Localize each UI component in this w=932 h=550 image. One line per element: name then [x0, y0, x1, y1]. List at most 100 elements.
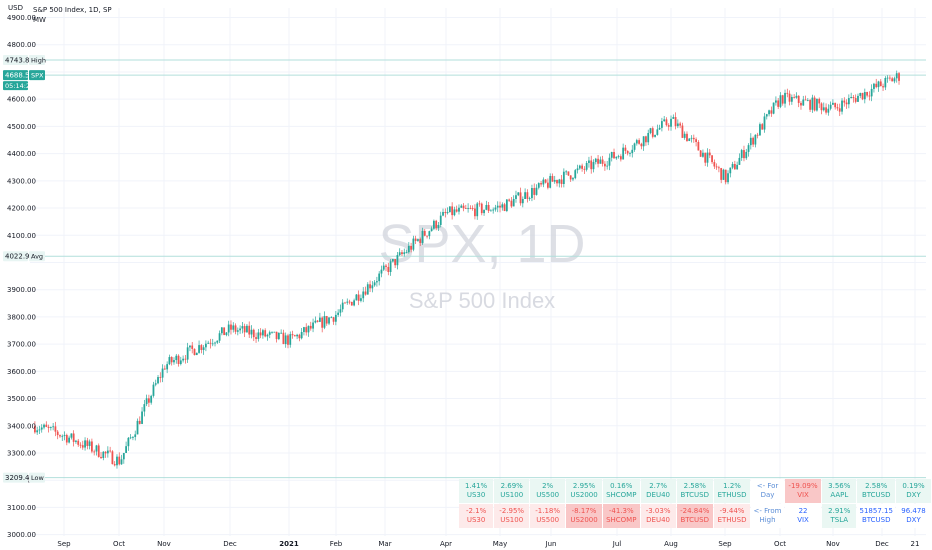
candle[interactable]: [266, 333, 269, 341]
candle[interactable]: [736, 161, 739, 170]
candle[interactable]: [145, 394, 148, 407]
candle[interactable]: [800, 101, 802, 110]
candle[interactable]: [435, 219, 438, 231]
candle[interactable]: [273, 331, 276, 333]
candle[interactable]: [81, 440, 84, 450]
candle[interactable]: [65, 433, 68, 446]
candle[interactable]: [619, 154, 622, 162]
candle[interactable]: [706, 148, 709, 167]
candle[interactable]: [633, 142, 636, 152]
candle[interactable]: [485, 200, 488, 211]
candle[interactable]: [811, 94, 814, 113]
candle[interactable]: [540, 181, 542, 187]
candle[interactable]: [75, 439, 77, 444]
candle[interactable]: [106, 446, 109, 458]
candle[interactable]: [346, 298, 349, 305]
candle[interactable]: [654, 134, 656, 138]
candle[interactable]: [569, 175, 572, 182]
candle[interactable]: [740, 148, 743, 161]
candle[interactable]: [631, 145, 634, 158]
candle[interactable]: [289, 331, 292, 348]
candle[interactable]: [387, 262, 390, 276]
candle[interactable]: [332, 316, 335, 325]
candle[interactable]: [560, 175, 563, 188]
candle[interactable]: [161, 364, 164, 383]
candle[interactable]: [704, 152, 707, 167]
candle[interactable]: [797, 95, 800, 108]
candle[interactable]: [163, 365, 166, 371]
candle[interactable]: [775, 96, 777, 106]
candle[interactable]: [40, 424, 43, 433]
candle[interactable]: [556, 179, 558, 187]
candle[interactable]: [788, 90, 791, 106]
candle[interactable]: [120, 454, 123, 465]
candle[interactable]: [127, 436, 130, 451]
candle[interactable]: [793, 94, 796, 99]
candle[interactable]: [56, 430, 59, 440]
candle[interactable]: [649, 127, 652, 135]
candle[interactable]: [419, 237, 422, 247]
candle[interactable]: [391, 258, 394, 263]
candle[interactable]: [480, 202, 483, 216]
candle[interactable]: [191, 341, 194, 354]
candle[interactable]: [202, 345, 205, 355]
candle[interactable]: [84, 437, 86, 451]
candle[interactable]: [95, 444, 98, 456]
candle[interactable]: [781, 94, 784, 106]
candle[interactable]: [574, 168, 577, 180]
candle[interactable]: [537, 182, 540, 190]
candle[interactable]: [437, 221, 440, 231]
candle[interactable]: [353, 298, 355, 307]
candle[interactable]: [847, 94, 850, 109]
candle[interactable]: [246, 324, 248, 333]
candle[interactable]: [43, 423, 45, 430]
candle[interactable]: [239, 325, 241, 334]
candle[interactable]: [686, 131, 688, 142]
candle[interactable]: [220, 327, 223, 336]
candle[interactable]: [521, 196, 524, 208]
candle[interactable]: [355, 293, 358, 301]
candle[interactable]: [868, 91, 871, 101]
candle[interactable]: [567, 171, 570, 177]
candle[interactable]: [448, 206, 451, 213]
candle[interactable]: [328, 316, 330, 326]
candle[interactable]: [264, 328, 267, 338]
candle[interactable]: [845, 99, 848, 109]
candle[interactable]: [667, 123, 670, 131]
candle[interactable]: [770, 106, 773, 117]
candle[interactable]: [193, 348, 196, 356]
candle[interactable]: [638, 138, 640, 145]
candle[interactable]: [314, 316, 317, 324]
candle[interactable]: [88, 439, 91, 450]
candle[interactable]: [499, 201, 501, 213]
candle[interactable]: [854, 94, 857, 104]
candle[interactable]: [189, 345, 191, 352]
candle[interactable]: [376, 276, 378, 287]
candle[interactable]: [809, 98, 811, 113]
candle[interactable]: [599, 156, 602, 164]
candle[interactable]: [102, 451, 105, 461]
candle[interactable]: [695, 137, 697, 147]
candle[interactable]: [476, 201, 479, 220]
candle[interactable]: [882, 83, 884, 92]
candle[interactable]: [321, 316, 324, 333]
candle[interactable]: [68, 435, 70, 444]
candle[interactable]: [195, 352, 198, 356]
candle[interactable]: [159, 372, 162, 383]
candle[interactable]: [763, 112, 766, 133]
candle[interactable]: [79, 442, 82, 449]
candle[interactable]: [439, 211, 442, 228]
candle[interactable]: [583, 166, 586, 175]
candle[interactable]: [458, 204, 460, 215]
candle[interactable]: [702, 149, 704, 158]
candle[interactable]: [104, 451, 107, 458]
candle[interactable]: [749, 133, 752, 150]
candle[interactable]: [889, 75, 891, 81]
candle[interactable]: [207, 340, 210, 345]
candle[interactable]: [813, 95, 816, 112]
candle[interactable]: [291, 330, 294, 339]
candle[interactable]: [357, 290, 360, 306]
candle[interactable]: [341, 299, 344, 313]
candle[interactable]: [622, 143, 625, 160]
